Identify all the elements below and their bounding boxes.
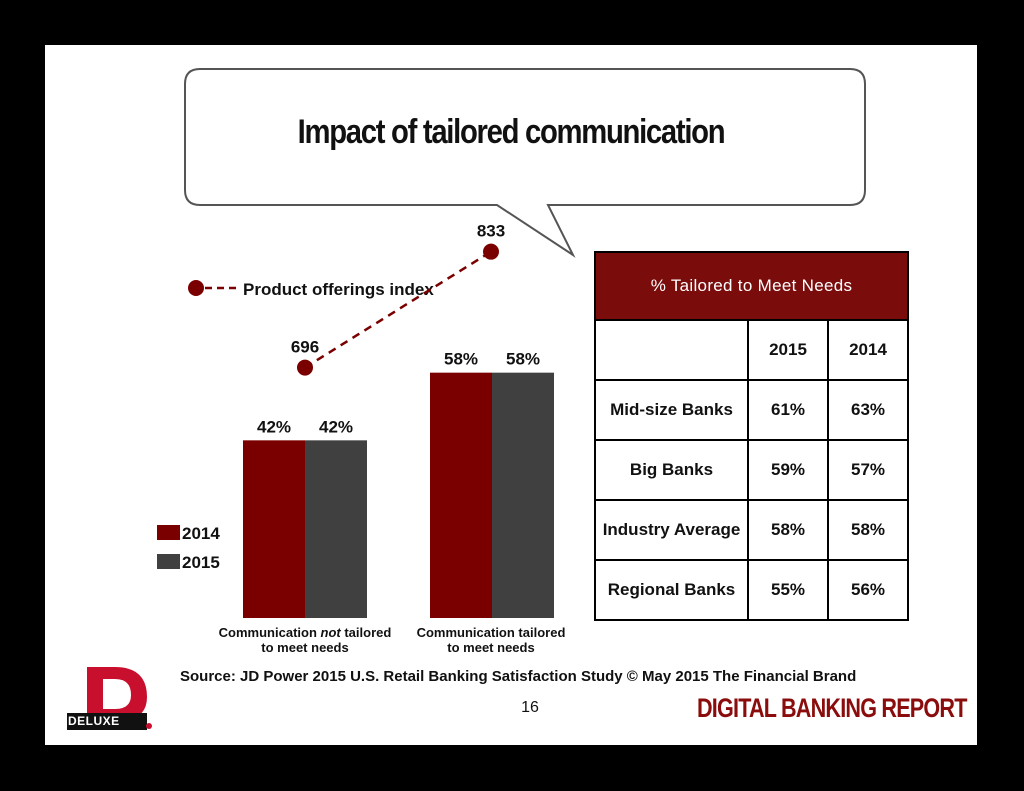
- index-value-label: 833: [477, 222, 505, 241]
- bar-2015-2: [492, 372, 554, 618]
- source-note: Source: JD Power 2015 U.S. Retail Bankin…: [180, 668, 857, 685]
- page-title: Impact of tailored communication: [297, 113, 726, 151]
- legend-index-marker: [188, 280, 204, 296]
- index-point: [297, 359, 313, 376]
- logo-wordmark: DELUXE: [68, 714, 120, 728]
- table-cell: 58%: [827, 499, 909, 561]
- bar-2014-2: [430, 372, 492, 618]
- table-row: Big Banks 59% 57%: [594, 439, 909, 501]
- legend-2015-swatch: [157, 554, 180, 569]
- bar-value-label: 42%: [257, 417, 291, 436]
- index-value-label: 696: [291, 338, 319, 357]
- legend-index-label: Product offerings index: [243, 280, 434, 299]
- slide: Impact of tailored communication Product…: [45, 45, 977, 745]
- table-cell: Mid-size Banks: [594, 379, 749, 441]
- legend-2014-label: 2014: [182, 524, 220, 543]
- table-cell: Big Banks: [594, 439, 749, 501]
- table-column-blank: [594, 319, 749, 381]
- table-cell: 57%: [827, 439, 909, 501]
- legend-bars: 2014 2015: [157, 524, 220, 572]
- table-cell: 59%: [747, 439, 829, 501]
- x-tick-label: Communication not tailored: [219, 625, 392, 640]
- page-number: 16: [521, 699, 539, 716]
- table-cell: 56%: [827, 559, 909, 621]
- bar-value-label: 42%: [319, 417, 353, 436]
- bar-2015-1: [305, 440, 367, 618]
- legend-2014-swatch: [157, 525, 180, 540]
- table-cell: 55%: [747, 559, 829, 621]
- legend-2015-label: 2015: [182, 553, 220, 572]
- speech-bubble: [184, 68, 866, 258]
- bar-value-label: 58%: [506, 350, 540, 369]
- table-header: % Tailored to Meet Needs: [594, 251, 909, 321]
- table-column-2015: 2015: [747, 319, 829, 381]
- table-cell: Industry Average: [594, 499, 749, 561]
- table-cell: 63%: [827, 379, 909, 441]
- table-row: Mid-size Banks 61% 63%: [594, 379, 909, 441]
- table-row: Regional Banks 55% 56%: [594, 559, 909, 621]
- x-tick-label-line2: to meet needs: [261, 640, 348, 655]
- x-tick-label: Communication tailored: [417, 625, 566, 640]
- table-cell: Regional Banks: [594, 559, 749, 621]
- index-point: [483, 243, 499, 260]
- table-cell: 61%: [747, 379, 829, 441]
- legend-index: Product offerings index: [188, 280, 434, 299]
- brand-text: DIGITAL BANKING REPORT: [697, 693, 967, 723]
- bar-2014-1: [243, 440, 305, 618]
- tailored-table: % Tailored to Meet Needs 2015 2014 Mid-s…: [594, 251, 909, 621]
- bar-value-label: 58%: [444, 350, 478, 369]
- table-column-row: 2015 2014: [594, 319, 909, 381]
- table-row: Industry Average 58% 58%: [594, 499, 909, 561]
- index-line: [304, 250, 492, 369]
- table-column-2014: 2014: [827, 319, 909, 381]
- x-tick-label-line2: to meet needs: [447, 640, 534, 655]
- chart: Product offerings index 2014 2015 42% 58%…: [157, 222, 566, 655]
- deluxe-logo: [67, 667, 152, 730]
- table-cell: 58%: [747, 499, 829, 561]
